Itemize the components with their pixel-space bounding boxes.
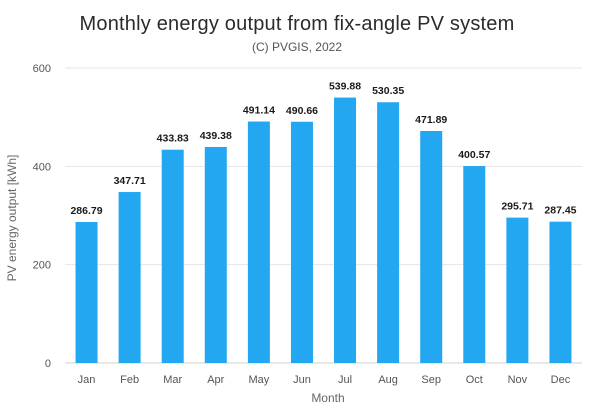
x-tick-label-jul: Jul: [338, 374, 352, 386]
x-tick-label-oct: Oct: [466, 374, 483, 386]
bar-feb: [118, 192, 141, 363]
bar-dec: [549, 221, 572, 363]
bar-jun: [290, 121, 313, 363]
bar-sep: [420, 130, 443, 363]
x-axis-ticks: Jan Feb Mar Apr May Jun Jul Aug Sep Oct Nov Dec: [78, 374, 571, 386]
data-labels: 286.79 347.71 433.83 439.38 491.14 490.66 539.…: [70, 81, 576, 217]
x-tick-label-apr: Apr: [207, 374, 224, 386]
data-label-may: 491.14: [243, 105, 275, 117]
x-tick-label-may: May: [248, 374, 269, 386]
data-label-jul: 539.88: [329, 81, 361, 93]
y-tick-label: 0: [45, 358, 51, 370]
bar-jan: [75, 221, 98, 363]
chart-title: Monthly energy output from fix-angle PV …: [80, 13, 515, 35]
bar-oct: [463, 166, 486, 363]
data-label-oct: 400.57: [458, 149, 490, 161]
y-tick-label: 400: [33, 161, 51, 173]
chart-subtitle: (C) PVGIS, 2022: [252, 40, 342, 54]
y-axis-ticks: 0 200 400 600: [33, 63, 51, 370]
y-tick-label: 600: [33, 63, 51, 75]
x-tick-label-mar: Mar: [163, 374, 182, 386]
bar-may: [247, 121, 270, 364]
bars: [75, 97, 572, 364]
data-label-sep: 471.89: [415, 114, 447, 126]
x-tick-label-sep: Sep: [421, 374, 441, 386]
bar-nov: [506, 217, 529, 363]
x-tick-label-nov: Nov: [508, 374, 528, 386]
y-axis-label: PV energy output [kWh]: [5, 155, 19, 282]
data-label-jan: 286.79: [70, 205, 102, 217]
data-label-mar: 433.83: [157, 133, 189, 145]
x-tick-label-jun: Jun: [293, 374, 311, 386]
data-label-aug: 530.35: [372, 85, 404, 97]
data-label-jun: 490.66: [286, 105, 318, 117]
x-tick-label-feb: Feb: [120, 374, 139, 386]
bar-apr: [204, 146, 227, 363]
x-tick-label-dec: Dec: [551, 374, 571, 386]
grid: [65, 67, 582, 364]
bar-aug: [377, 102, 400, 364]
y-tick-label: 200: [33, 260, 51, 272]
x-tick-label-aug: Aug: [378, 374, 398, 386]
data-label-apr: 439.38: [200, 130, 232, 142]
data-label-dec: 287.45: [544, 205, 576, 217]
x-tick-label-jan: Jan: [78, 374, 96, 386]
x-axis-label: Month: [311, 391, 344, 405]
data-label-feb: 347.71: [114, 175, 146, 187]
bar-mar: [161, 149, 184, 363]
data-label-nov: 295.71: [501, 201, 533, 213]
bar-jul: [334, 97, 357, 364]
